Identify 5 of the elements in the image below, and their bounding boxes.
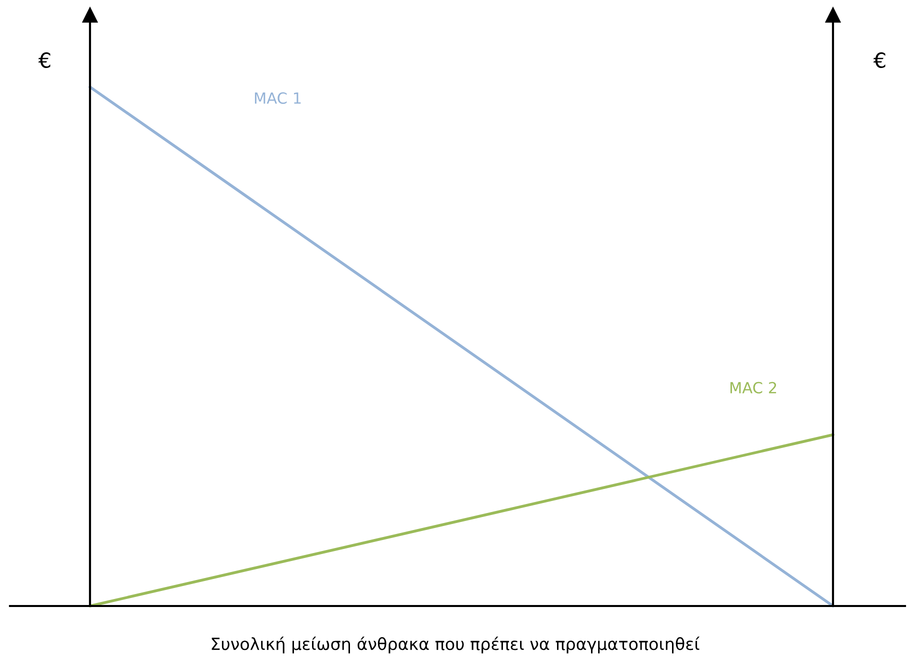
x-axis-title: Συνολική μείωση άνθρακα που πρέπει να πραγματοποιηθεί (212, 636, 700, 654)
text: MAC 2 (730, 382, 776, 394)
y-axis-title: € (38, 52, 50, 68)
y2-axis-title: € (873, 52, 886, 68)
text: MAC 1 (254, 92, 301, 104)
